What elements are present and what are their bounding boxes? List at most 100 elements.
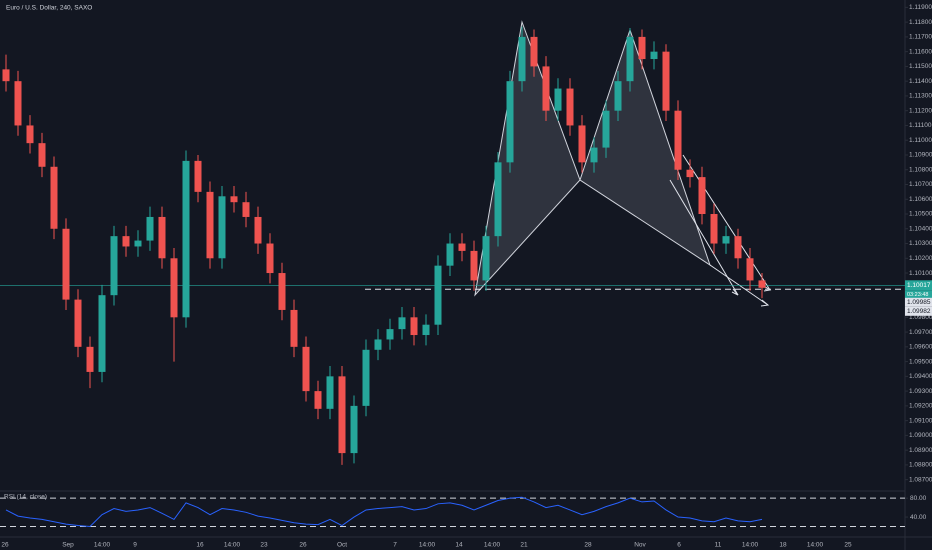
y-tick-label: 1.11000 <box>909 137 932 144</box>
candle-body <box>62 228 70 300</box>
candle-body <box>218 196 226 259</box>
y-tick-label: 1.08900 <box>909 447 932 454</box>
rsi-line <box>5 496 763 528</box>
candle-body <box>506 81 514 163</box>
candle-body <box>302 346 310 392</box>
x-tick-label: Oct <box>337 542 347 549</box>
x-tick-label: 11 <box>715 542 722 549</box>
candle-body <box>266 243 274 274</box>
candle-body <box>410 317 418 336</box>
candle-body <box>746 258 754 281</box>
candle-body <box>686 169 694 178</box>
y-tick-label: 1.09200 <box>909 403 932 410</box>
last-price-box <box>905 280 932 291</box>
candle-body <box>50 166 58 229</box>
candle-body <box>650 51 658 60</box>
channel-line <box>682 154 771 291</box>
price-label: 1.09982 <box>907 308 931 315</box>
x-tick-label: 18 <box>779 542 787 549</box>
candle-body <box>242 202 250 217</box>
y-tick-label: 1.10600 <box>909 196 932 203</box>
x-tick-label: 14:00 <box>419 542 436 549</box>
y-tick-label: 1.11700 <box>909 34 932 41</box>
x-tick-label: 16 <box>196 542 204 549</box>
y-tick-label: 1.10400 <box>909 225 932 232</box>
candle-body <box>614 81 622 111</box>
x-tick-label: 21 <box>520 542 528 549</box>
y-tick-label: 1.09500 <box>909 358 932 365</box>
candle-body <box>446 243 454 266</box>
x-tick-label: 14:00 <box>807 542 824 549</box>
y-tick-label: 1.09300 <box>909 388 932 395</box>
y-tick-label: 1.10900 <box>909 152 932 159</box>
y-tick-label: 1.09000 <box>909 432 932 439</box>
candle-body <box>722 236 730 244</box>
x-tick-label: 14:00 <box>94 542 111 549</box>
candle-body <box>326 376 334 409</box>
x-tick-label: 28 <box>584 542 592 549</box>
candle-body <box>542 66 550 111</box>
candle-body <box>158 216 166 259</box>
y-tick-label: 1.10500 <box>909 211 932 218</box>
candle-body <box>362 349 370 406</box>
candle-body <box>530 36 538 67</box>
candle-body <box>566 88 574 126</box>
y-tick-label: 1.11500 <box>909 63 932 70</box>
price-label: 1.09985 <box>907 299 931 306</box>
arrow-head <box>763 285 772 292</box>
y-tick-label: 1.11400 <box>909 78 932 85</box>
candle-body <box>2 69 10 82</box>
price-label-box <box>905 297 932 307</box>
candle-body <box>290 309 298 347</box>
y-tick-label: 1.11300 <box>909 93 932 100</box>
candle-body <box>662 51 670 111</box>
candle-body <box>194 160 202 192</box>
candle-body <box>182 160 190 318</box>
candle-body <box>710 214 718 244</box>
countdown-box <box>905 290 932 300</box>
pattern-bcd <box>579 28 711 267</box>
x-tick-label: 7 <box>393 542 397 549</box>
y-tick-label: 1.11900 <box>909 4 932 11</box>
candle-body <box>374 339 382 350</box>
candle-body <box>74 299 82 347</box>
candle-body <box>86 346 94 372</box>
indicator-name: RSI (14, close) <box>4 494 47 501</box>
candle-body <box>206 191 214 259</box>
x-tick-label: 14:00 <box>484 542 501 549</box>
y-tick-label: 1.08700 <box>909 476 932 483</box>
x-tick-label: 26 <box>299 542 307 549</box>
arrow-head <box>731 288 739 296</box>
candle-body <box>38 143 46 167</box>
candle-body <box>230 196 238 203</box>
y-tick-label: 1.10300 <box>909 240 932 247</box>
candle-body <box>422 324 430 336</box>
y-tick-label: 1.11800 <box>909 19 932 26</box>
candle-body <box>734 236 742 259</box>
candle-body <box>518 36 526 82</box>
arrow-head <box>760 299 770 307</box>
candle-body <box>494 162 502 237</box>
channel-line <box>669 179 739 296</box>
candle-body <box>482 236 490 281</box>
y-tick-label: 1.09600 <box>909 344 932 351</box>
candle-body <box>758 280 766 288</box>
last-price-label: 1.10017 <box>907 282 931 289</box>
candle-body <box>14 81 22 126</box>
y-tick-label: 1.08800 <box>909 462 932 469</box>
candle-body <box>434 265 442 325</box>
candle-body <box>638 36 646 60</box>
y-tick-label: 1.11600 <box>909 48 932 55</box>
candle-body <box>122 236 130 247</box>
y-tick-label: 1.11200 <box>909 107 932 114</box>
candle-body <box>26 125 34 144</box>
rsi-y-tick-label: 80.00 <box>910 495 927 502</box>
y-tick-label: 1.10100 <box>909 270 932 277</box>
x-tick-label: 23 <box>260 542 268 549</box>
candle-body <box>110 236 118 296</box>
candle-body <box>278 273 286 310</box>
candle-body <box>590 147 598 163</box>
x-tick-label: Sep <box>62 542 74 549</box>
